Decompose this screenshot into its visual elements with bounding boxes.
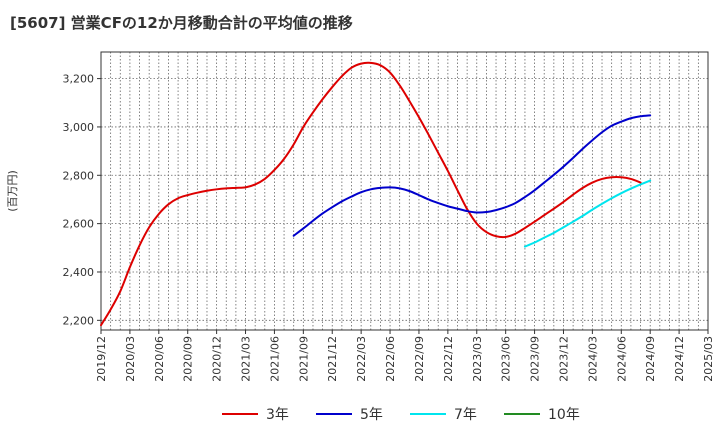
x-tick-label: 2020/12: [211, 336, 224, 382]
legend-label-5y: 5年: [360, 407, 383, 423]
x-tick-label: 2020/06: [153, 336, 166, 382]
series-layer: [100, 61, 652, 327]
x-tick-label: 2024/03: [586, 336, 599, 382]
x-tick-label: 2022/09: [413, 336, 426, 382]
x-tick-label: 2024/09: [644, 336, 657, 382]
plot-frame: [100, 51, 709, 331]
x-axis-ticks: 2019/12 2020/03 2020/06 2020/09 2020/12 2021/…: [95, 330, 715, 382]
y-tick-label: 2,400: [63, 266, 95, 279]
y-tick-label: 3,000: [63, 121, 95, 134]
series-line-3y: [100, 61, 642, 327]
y-axis-ticks: 2,200 2,400 2,600 2,800 3,000 3,200: [63, 73, 101, 327]
x-tick-label: 2023/03: [471, 336, 484, 382]
legend-label-10y: 10年: [548, 407, 580, 423]
x-tick-label: 2024/06: [615, 336, 628, 382]
x-tick-label: 2024/12: [673, 336, 686, 382]
y-tick-label: 3,200: [63, 73, 95, 86]
x-tick-label: 2022/12: [442, 336, 455, 382]
legend-label-3y: 3年: [266, 407, 289, 423]
series-line-7y: [523, 179, 652, 248]
x-tick-label: 2021/09: [297, 336, 310, 382]
grid-lines: [101, 52, 708, 330]
legend-label-7y: 7年: [454, 407, 477, 423]
x-tick-label: 2023/09: [529, 336, 542, 382]
x-tick-label: 2019/12: [95, 336, 108, 382]
x-tick-label: 2023/12: [557, 336, 570, 382]
y-tick-label: 2,200: [63, 314, 95, 327]
series-line-5y: [292, 114, 652, 237]
x-tick-label: 2021/06: [268, 336, 281, 382]
x-tick-label: 2021/03: [240, 336, 253, 382]
x-tick-label: 2021/12: [326, 336, 339, 382]
x-tick-label: 2025/03: [702, 336, 715, 382]
y-tick-label: 2,600: [63, 218, 95, 231]
legend: 3年 5年 7年 10年: [222, 407, 580, 423]
x-tick-label: 2023/06: [500, 336, 513, 382]
chart-title: [5607] 営業CFの12か月移動合計の平均値の推移: [10, 14, 353, 32]
x-tick-label: 2022/03: [355, 336, 368, 382]
y-tick-label: 2,800: [63, 169, 95, 182]
x-tick-label: 2020/09: [182, 336, 195, 382]
x-tick-label: 2022/06: [384, 336, 397, 382]
y-axis-unit-label: (百万円): [6, 170, 19, 212]
x-tick-label: 2020/03: [124, 336, 137, 382]
